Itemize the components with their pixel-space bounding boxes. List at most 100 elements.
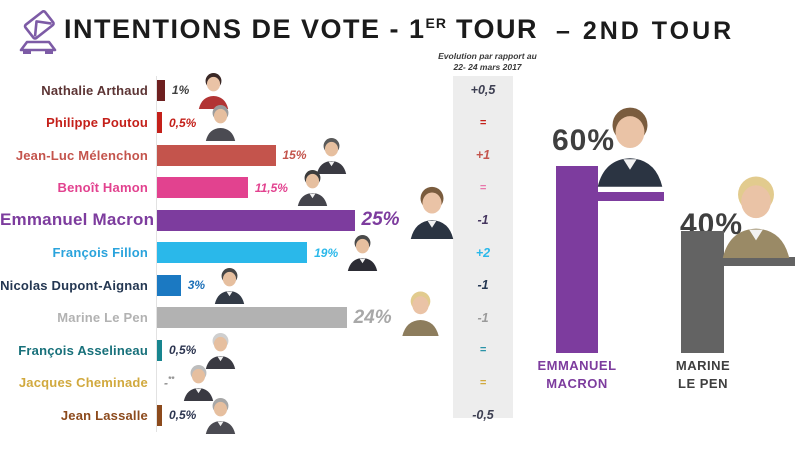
- chart-axis-line: [156, 76, 157, 432]
- vote-value: 3%: [187, 278, 206, 293]
- candidate-photo: [314, 136, 349, 174]
- vote-value: 0,5%: [169, 115, 197, 130]
- candidate-photo: [399, 289, 442, 336]
- vote-value: -**: [164, 375, 175, 391]
- candidate-photo: [295, 168, 330, 206]
- vote-value: 11,5%: [254, 180, 288, 195]
- candidate-name: François Asselineau: [18, 342, 148, 358]
- candidate-name: Jacques Cheminade: [18, 375, 148, 391]
- candidate-photo: [203, 396, 238, 434]
- person-bust-icon: [206, 104, 236, 141]
- vote-bar: [157, 339, 162, 361]
- candidate-name: François Fillon: [52, 245, 148, 261]
- candidate-photo: [196, 71, 231, 109]
- vote-value: 24%: [353, 306, 392, 328]
- candidate-row: Nicolas Dupont-Aignan 3%: [0, 266, 452, 304]
- person-bust-icon: [206, 397, 236, 434]
- vote-value: 15%: [282, 148, 307, 163]
- lepen-second-round-label: MARINE LE PEN: [648, 357, 758, 392]
- candidate-name: Marine Le Pen: [57, 310, 148, 326]
- evolution-value: +1: [475, 148, 491, 163]
- candidate-row: Philippe Poutou 0,5%: [0, 104, 452, 141]
- candidate-photo: [203, 331, 238, 369]
- person-bust-icon: [401, 291, 439, 336]
- macron-photo: [592, 97, 668, 193]
- footnote-asterisks: **: [168, 375, 175, 385]
- evolution-value: -1: [477, 310, 489, 325]
- candidate-photo: [407, 184, 457, 239]
- candidate-row: Marine Le Pen 24%: [0, 291, 452, 336]
- title-suffix: TOUR: [447, 14, 539, 44]
- vote-bar: [157, 307, 347, 329]
- person-bust-icon: [347, 234, 378, 271]
- macron-second-round-bar-ledge: [597, 192, 664, 201]
- vote-bar: [157, 209, 355, 231]
- evolution-note-line1: Evolution par rapport au: [438, 51, 537, 61]
- candidate-name: Jean Lassalle: [60, 407, 148, 423]
- candidate-row: Benoît Hamon 11,5%: [0, 169, 452, 206]
- candidate-row: François Asselineau 0,5%: [0, 331, 452, 369]
- lepen-second-round-bar: [681, 231, 724, 353]
- evolution-value: =: [479, 344, 487, 357]
- macron-label-line2: MACRON: [546, 375, 608, 391]
- evolution-value: =: [479, 376, 487, 389]
- candidate-name: Nathalie Arthaud: [41, 82, 148, 98]
- ballot-box-icon: [19, 10, 57, 54]
- macron-second-round-bar: [556, 166, 598, 353]
- candidate-name: Philippe Poutou: [46, 115, 148, 131]
- evolution-value: =: [479, 116, 487, 129]
- vote-bar: [157, 274, 181, 296]
- lepen-photo: [714, 172, 798, 258]
- vote-value: 1%: [171, 83, 190, 98]
- candidate-row: Jean Lassalle 0,5%: [0, 396, 452, 434]
- evolution-values-column: +0,5 = +1 = -1 +2 -1 -1 = = -0,5: [453, 74, 513, 432]
- macron-second-round-label: EMMANUEL MACRON: [522, 357, 632, 392]
- person-bust-icon: [214, 267, 245, 304]
- person-bust-icon: [410, 186, 453, 239]
- candidate-row: Jean-Luc Mélenchon 15%: [0, 136, 452, 174]
- person-bust-icon: [206, 332, 236, 369]
- evolution-value: -0,5: [472, 408, 494, 423]
- vote-value: 19%: [314, 245, 339, 260]
- candidate-name: Jean-Luc Mélenchon: [15, 147, 148, 163]
- vote-bar: [157, 112, 162, 134]
- first-round-chart: Nathalie Arthaud 1% Philippe Poutou 0,5% Jea…: [0, 71, 453, 434]
- person-bust-icon: [722, 176, 790, 258]
- lepen-label-line1: MARINE: [675, 358, 731, 373]
- evolution-value: =: [479, 181, 487, 194]
- person-bust-icon: [199, 72, 229, 109]
- evolution-note-line2: 22- 24 mars 2017: [453, 62, 522, 73]
- title-superscript: ER: [425, 15, 447, 31]
- macron-label-line1: EMMANUEL: [537, 358, 617, 373]
- candidate-photo: [212, 266, 247, 304]
- evolution-value: -1: [477, 278, 489, 293]
- candidate-row: François Fillon 19%: [0, 234, 452, 271]
- candidate-row: Emmanuel Macron 25%: [0, 186, 453, 239]
- candidate-name: Emmanuel Macron: [0, 210, 155, 230]
- candidate-photo: [203, 103, 238, 141]
- person-bust-icon: [184, 364, 214, 401]
- candidate-photo: [345, 233, 380, 271]
- person-bust-icon: [316, 137, 346, 174]
- vote-bar: [157, 177, 248, 199]
- evolution-value: +0,5: [470, 83, 496, 98]
- page-title-second-round: – 2ND TOUR: [556, 17, 735, 45]
- candidate-row: Jacques Cheminade -**: [0, 364, 452, 401]
- vote-bar: [157, 404, 162, 426]
- vote-value: 0,5%: [169, 343, 197, 358]
- lepen-label-line2: LE PEN: [678, 375, 728, 391]
- evolution-note: Evolution par rapport au 22- 24 mars 201…: [415, 51, 560, 73]
- vote-bar: [157, 144, 276, 166]
- person-bust-icon: [297, 169, 328, 206]
- vote-bar: [157, 242, 308, 264]
- candidate-name: Benoît Hamon: [57, 180, 148, 196]
- candidate-row: Nathalie Arthaud 1%: [0, 71, 452, 109]
- person-bust-icon: [597, 107, 663, 187]
- evolution-value: +2: [475, 245, 491, 260]
- vote-bar: [157, 79, 165, 101]
- evolution-column-background: [453, 76, 513, 418]
- macron-second-round-value: 60%: [552, 124, 616, 157]
- candidate-name: Nicolas Dupont-Aignan: [0, 277, 148, 293]
- title-prefix: INTENTIONS DE VOTE - 1: [64, 14, 426, 44]
